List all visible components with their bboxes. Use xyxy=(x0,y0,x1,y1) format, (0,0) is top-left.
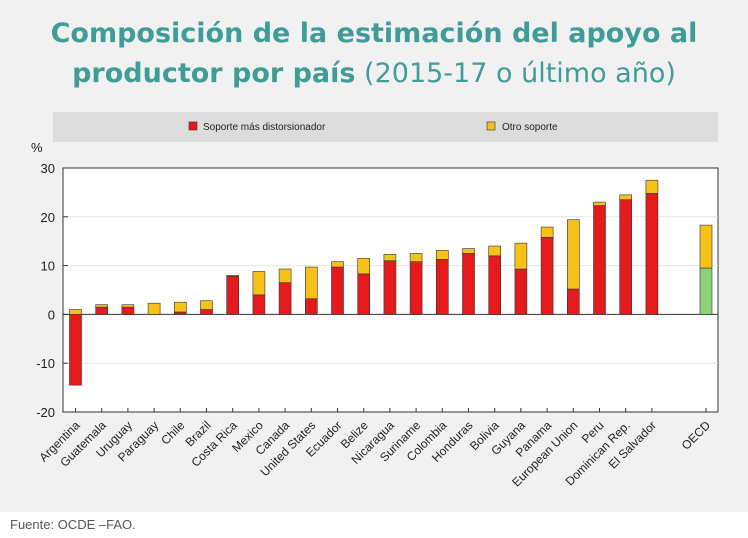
legend-background xyxy=(53,112,718,142)
bar-other xyxy=(409,253,423,262)
bar-distorting xyxy=(699,267,713,315)
legend-swatch-distorting xyxy=(188,121,198,131)
bar-distorting xyxy=(174,311,187,315)
bar-other xyxy=(147,302,161,315)
bar-other xyxy=(462,248,475,254)
bar-other xyxy=(593,201,606,206)
bar-distorting xyxy=(200,309,213,315)
bar-distorting xyxy=(252,294,266,315)
y-tick-label: 20 xyxy=(41,210,55,225)
bar-other xyxy=(69,309,82,315)
bar-other xyxy=(566,219,580,290)
legend-label-other: Otro soporte xyxy=(502,122,558,133)
chart-title-bold: productor por país xyxy=(72,58,356,89)
bar-other xyxy=(200,300,213,310)
bar-other xyxy=(514,242,528,270)
bar-distorting xyxy=(619,199,633,315)
y-tick-label: 0 xyxy=(48,307,55,322)
bar-distorting xyxy=(69,314,82,386)
y-tick-label: -10 xyxy=(36,356,55,371)
chart-title-line1: Composición de la estimación del apoyo a… xyxy=(50,18,698,49)
y-axis: -20 -10 0 10 20 30 xyxy=(36,161,68,420)
bar-other xyxy=(383,254,397,262)
bar-other xyxy=(331,261,344,268)
bar-chart: Soporte más distorsionador Otro soporte … xyxy=(31,112,719,489)
chart-title-line2: productor por país (2015-17 o último año… xyxy=(0,58,748,89)
bar-other xyxy=(304,266,318,300)
bar-distorting xyxy=(95,306,108,315)
legend-label-distorting: Soporte más distorsionador xyxy=(203,122,326,133)
bar-distorting xyxy=(278,282,292,315)
y-axis-unit: % xyxy=(31,140,43,155)
bar-other xyxy=(357,257,371,275)
bar-distorting xyxy=(357,273,371,315)
bar-other xyxy=(645,179,659,194)
x-tick-label: OECD xyxy=(679,418,714,453)
bar-other xyxy=(95,304,108,308)
bar-other xyxy=(435,250,449,260)
bar-other xyxy=(174,301,187,313)
bar-distorting xyxy=(409,261,423,315)
chart-title-period: (2015-17 o último año) xyxy=(355,58,676,89)
bar-other xyxy=(121,304,135,308)
bar-distorting xyxy=(226,276,239,315)
x-tick-label: Chile xyxy=(158,418,187,447)
source-note: Fuente: OCDE –FAO. xyxy=(10,517,136,532)
y-tick-label: 10 xyxy=(41,259,55,274)
bar-other xyxy=(226,275,239,277)
bar-distorting xyxy=(645,193,659,315)
bar-distorting xyxy=(121,306,135,315)
bar-other xyxy=(699,224,713,269)
bar-distorting xyxy=(566,288,580,315)
bar-distorting xyxy=(331,266,344,315)
bar-distorting xyxy=(514,268,528,315)
bar-distorting xyxy=(435,258,449,315)
bar-distorting xyxy=(540,236,554,315)
bar-other xyxy=(619,194,633,201)
bar-distorting xyxy=(593,205,606,315)
bar-other xyxy=(252,271,266,296)
y-tick-label: -20 xyxy=(36,405,55,420)
bar-other xyxy=(540,226,554,238)
y-tick-label: 30 xyxy=(41,161,55,176)
x-axis: ArgentinaGuatemalaUruguayParaguayChileBr… xyxy=(36,408,713,489)
bar-distorting xyxy=(383,260,397,315)
legend-swatch-other xyxy=(486,121,496,131)
bars xyxy=(69,179,713,386)
bar-distorting xyxy=(462,253,475,315)
bar-distorting xyxy=(488,255,502,315)
bar-other xyxy=(488,245,502,257)
bar-distorting xyxy=(304,298,318,315)
legend: Soporte más distorsionador Otro soporte xyxy=(53,112,718,142)
bar-other xyxy=(278,268,292,283)
